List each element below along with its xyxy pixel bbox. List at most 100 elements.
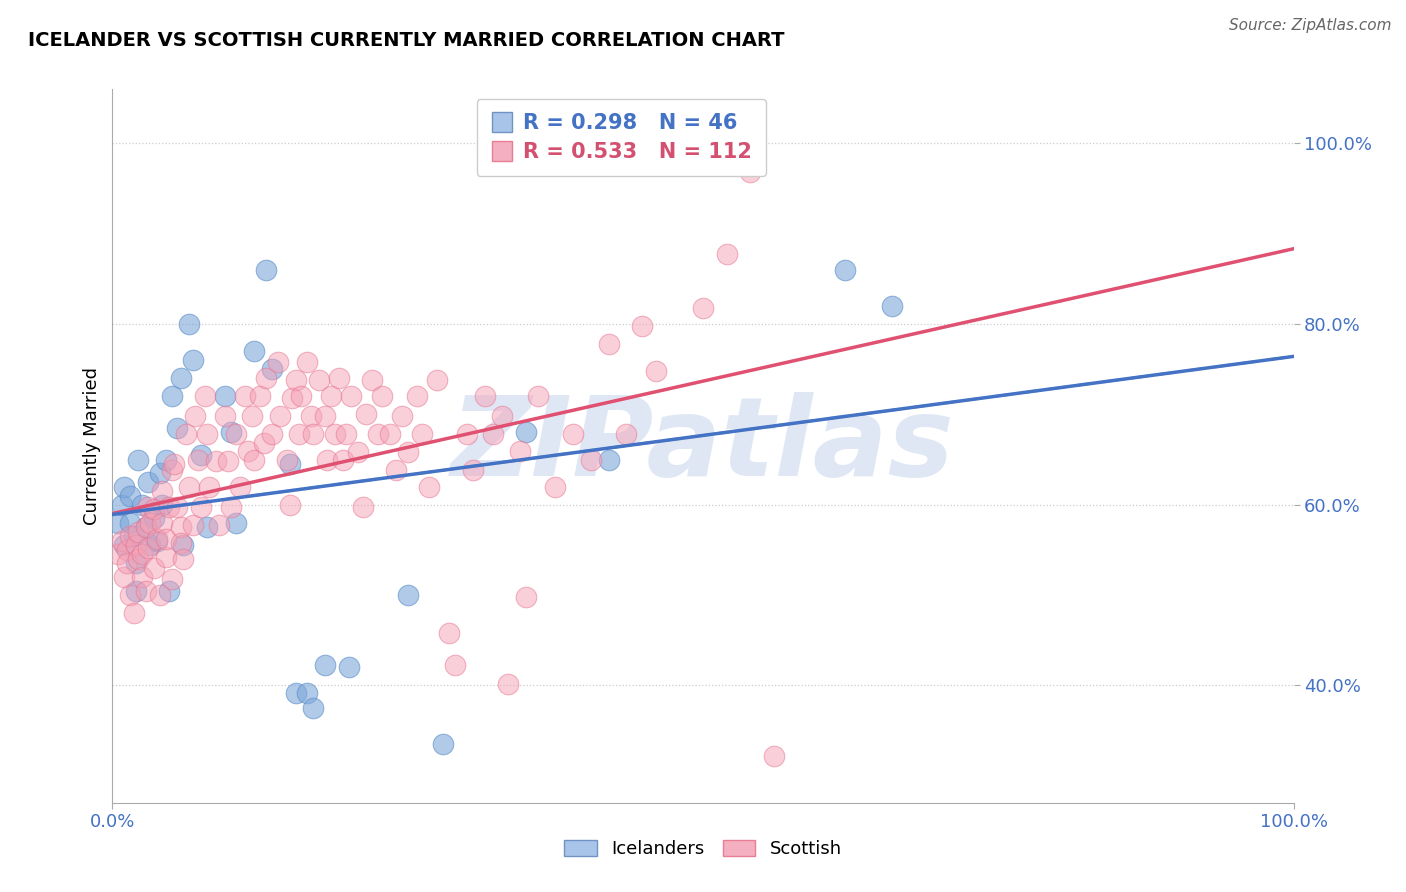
Point [120,489,142,503]
Point [614,427,637,442]
Point [125,583,148,598]
Point [253,436,276,450]
Point [314,409,336,424]
Point [444,658,467,673]
Point [190,448,212,462]
Point [240,409,263,424]
Point [269,409,291,424]
Point [406,389,429,403]
Point [160,463,183,477]
Point [716,246,738,260]
Point [278,457,301,471]
Point [284,373,307,387]
Point [111,498,134,512]
Point [172,552,194,566]
Point [157,500,180,514]
Point [195,520,218,534]
Point [142,511,165,525]
Point [411,427,433,442]
Point [150,498,173,512]
Point [149,588,172,602]
Point [136,475,159,490]
Point [146,533,169,548]
Point [115,542,138,557]
Point [290,389,312,403]
Point [112,480,135,494]
Point [131,570,153,584]
Point [378,427,401,442]
Point [205,454,228,468]
Point [740,165,762,179]
Point [107,548,129,562]
Point [432,737,454,751]
Point [509,443,531,458]
Point [243,452,266,467]
Point [426,373,449,387]
Point [276,452,298,467]
Point [762,748,785,763]
Point [127,552,149,566]
Point [281,391,304,405]
Point [194,389,217,403]
Point [288,427,311,442]
Point [214,409,236,424]
Point [515,590,537,604]
Text: ZIPatlas: ZIPatlas [451,392,955,500]
Point [692,301,714,315]
Point [229,480,252,494]
Point [136,500,159,514]
Point [481,427,503,442]
Point [146,532,169,546]
Point [184,409,207,424]
Point [332,452,354,467]
Point [598,452,620,467]
Point [120,516,142,530]
Point [337,660,360,674]
Point [217,454,239,468]
Point [163,457,186,471]
Legend: Icelanders, Scottish: Icelanders, Scottish [557,832,849,865]
Point [122,606,145,620]
Point [198,480,221,494]
Point [474,389,496,403]
Point [125,557,148,571]
Point [238,443,260,458]
Point [233,389,256,403]
Point [142,561,165,575]
Point [391,409,413,424]
Point [142,502,165,516]
Point [260,427,283,442]
Y-axis label: Currently Married: Currently Married [83,367,101,525]
Point [267,355,290,369]
Point [335,427,357,442]
Point [214,389,236,403]
Point [297,355,319,369]
Point [155,452,177,467]
Point [150,516,173,530]
Point [314,658,336,673]
Point [125,538,148,552]
Point [526,389,548,403]
Point [179,480,201,494]
Point [328,371,350,385]
Point [122,529,145,543]
Point [544,480,567,494]
Point [111,533,134,548]
Point [120,588,142,602]
Point [579,452,602,467]
Point [361,373,384,387]
Point [323,427,346,442]
Point [136,541,159,555]
Point [131,548,153,562]
Point [347,445,370,459]
Point [120,529,142,543]
Point [225,516,247,530]
Point [371,389,394,403]
Point [284,685,307,699]
Point [179,317,201,331]
Point [219,500,242,514]
Point [160,572,183,586]
Point [308,373,330,387]
Point [319,389,342,403]
Point [139,516,162,530]
